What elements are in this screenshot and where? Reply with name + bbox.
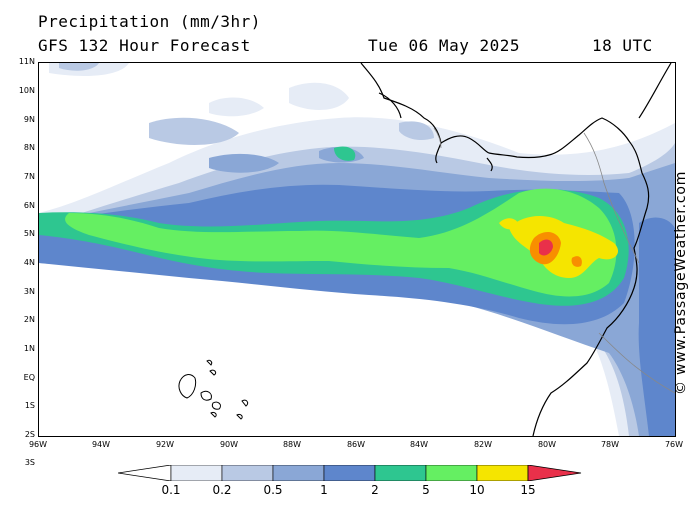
lat-label-1S: 1S <box>24 401 35 410</box>
lon-label-88W: 88W <box>282 440 302 449</box>
lon-label-96W: 96W <box>28 440 48 449</box>
legend-label-0.1: 0.1 <box>161 483 181 497</box>
lat-label-3N: 3N <box>23 287 35 296</box>
legend-label-15: 15 <box>520 483 536 497</box>
lon-label-76W: 76W <box>664 440 684 449</box>
precip-band-max <box>539 239 553 256</box>
legend-label-0.2: 0.2 <box>212 483 232 497</box>
lat-label-EQ: EQ <box>23 373 35 382</box>
forecast-model-label: GFS 132 Hour Forecast <box>38 36 251 55</box>
watermark-text: © www.PassageWeather.com <box>673 170 689 395</box>
colorbar-segment-0.2 <box>221 465 274 481</box>
lat-label-1N: 1N <box>23 344 35 353</box>
lon-label-86W: 86W <box>346 440 366 449</box>
precip-band-5 <box>65 188 617 297</box>
lat-label-11N: 11N <box>18 57 35 66</box>
legend-label-1: 1 <box>320 483 328 497</box>
lon-label-92W: 92W <box>155 440 175 449</box>
forecast-date: Tue 06 May 2025 <box>368 36 520 55</box>
precipitation-map <box>38 62 676 437</box>
legend-label-2: 2 <box>371 483 379 497</box>
lon-label-94W: 94W <box>91 440 111 449</box>
colorbar-segment-0.5 <box>272 465 325 481</box>
colorbar-segment-highest <box>527 465 582 481</box>
galapagos-islands <box>178 359 249 420</box>
lon-label-90W: 90W <box>219 440 239 449</box>
lat-label-5N: 5N <box>23 229 35 238</box>
legend-label-5: 5 <box>422 483 430 497</box>
chart-title: Precipitation (mm/3hr) <box>38 12 261 31</box>
colorbar-segment-0.1 <box>170 465 223 481</box>
lat-label-9N: 9N <box>23 115 35 124</box>
precip-band-10 <box>499 216 619 278</box>
lat-label-2N: 2N <box>23 315 35 324</box>
lat-label-10N: 10N <box>18 86 35 95</box>
lat-label-2S: 2S <box>24 430 35 439</box>
map-canvas <box>39 63 675 436</box>
colorbar-segment-2 <box>374 465 427 481</box>
lat-label-3S: 3S <box>24 458 35 467</box>
colorbar-segment-lowest <box>118 465 172 481</box>
colorbar-segment-5 <box>425 465 478 481</box>
lon-label-80W: 80W <box>537 440 557 449</box>
colorbar-segment-10 <box>476 465 529 481</box>
lat-label-7N: 7N <box>23 172 35 181</box>
lon-label-78W: 78W <box>600 440 620 449</box>
colorbar-segment-1 <box>323 465 376 481</box>
lat-label-6N: 6N <box>23 201 35 210</box>
precip-colorbar <box>118 465 582 481</box>
lon-label-84W: 84W <box>409 440 429 449</box>
border-lines <box>433 127 675 394</box>
lat-label-8N: 8N <box>23 143 35 152</box>
legend-label-10: 10 <box>469 483 485 497</box>
lat-label-4N: 4N <box>23 258 35 267</box>
lon-label-82W: 82W <box>473 440 493 449</box>
coastline <box>360 63 672 436</box>
forecast-time: 18 UTC <box>592 36 653 55</box>
legend-label-0.5: 0.5 <box>263 483 283 497</box>
